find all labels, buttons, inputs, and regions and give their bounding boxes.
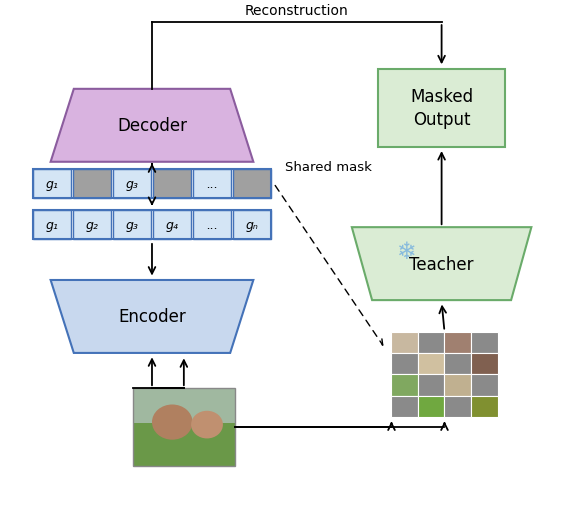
Ellipse shape xyxy=(191,411,223,439)
Polygon shape xyxy=(51,90,253,162)
Text: ...: ... xyxy=(206,219,218,232)
Text: g₄: g₄ xyxy=(165,219,179,232)
Bar xyxy=(391,375,418,396)
Text: g₂: g₂ xyxy=(86,219,98,232)
Bar xyxy=(113,211,151,240)
Text: g₃: g₃ xyxy=(126,219,139,232)
Bar xyxy=(153,211,191,240)
Text: g₁: g₁ xyxy=(45,219,59,232)
Text: g₃: g₃ xyxy=(126,177,139,190)
Bar xyxy=(33,169,271,199)
Polygon shape xyxy=(352,228,531,300)
Bar xyxy=(391,396,418,417)
Bar xyxy=(233,211,271,240)
Text: Decoder: Decoder xyxy=(117,117,187,135)
Bar xyxy=(133,388,235,423)
Bar xyxy=(193,169,230,199)
Bar xyxy=(471,353,498,375)
Bar xyxy=(418,353,445,375)
Text: Masked
Output: Masked Output xyxy=(410,88,473,129)
Bar xyxy=(73,169,111,199)
Bar xyxy=(418,332,445,353)
Bar xyxy=(113,169,151,199)
Text: Encoder: Encoder xyxy=(118,308,186,326)
Bar xyxy=(133,388,235,466)
Bar xyxy=(33,169,71,199)
Bar xyxy=(193,211,230,240)
Bar xyxy=(133,423,235,466)
Bar xyxy=(445,375,471,396)
Bar xyxy=(33,211,71,240)
Bar xyxy=(153,169,191,199)
Bar xyxy=(471,375,498,396)
Bar xyxy=(445,332,471,353)
Text: ❄: ❄ xyxy=(397,240,417,264)
Text: g₁: g₁ xyxy=(45,177,59,190)
Bar xyxy=(391,332,418,353)
Bar xyxy=(233,169,271,199)
Bar xyxy=(418,375,445,396)
Bar xyxy=(378,70,505,148)
Bar xyxy=(445,353,471,375)
Text: Shared mask: Shared mask xyxy=(285,161,372,174)
Polygon shape xyxy=(51,280,253,353)
Bar xyxy=(471,396,498,417)
Bar xyxy=(471,332,498,353)
Bar xyxy=(33,211,271,240)
Bar xyxy=(445,396,471,417)
Text: gₙ: gₙ xyxy=(246,219,258,232)
Text: ...: ... xyxy=(206,177,218,190)
Text: Reconstruction: Reconstruction xyxy=(245,4,349,18)
Bar xyxy=(391,353,418,375)
Ellipse shape xyxy=(152,405,193,440)
Bar xyxy=(418,396,445,417)
Text: Teacher: Teacher xyxy=(409,255,474,273)
Bar xyxy=(73,211,111,240)
